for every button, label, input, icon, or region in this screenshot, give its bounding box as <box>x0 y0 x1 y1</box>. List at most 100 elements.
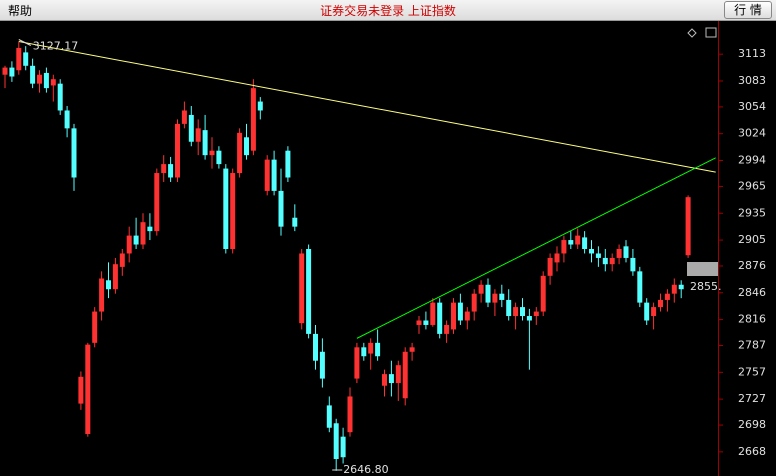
candle-body <box>664 293 670 300</box>
candle-body <box>257 101 263 111</box>
candle-body <box>278 190 284 227</box>
candle-body <box>147 226 153 232</box>
candle-body <box>92 311 98 343</box>
y-tick-label: 2698 <box>738 418 766 431</box>
candle-body <box>395 365 401 384</box>
candle-body <box>299 253 305 324</box>
candle-body <box>499 293 505 300</box>
title-bar: 帮助 证券交易未登录 上证指数 行 情 <box>0 0 776 21</box>
candle-body <box>319 351 325 379</box>
candle-body <box>513 307 519 317</box>
candle-body <box>589 249 594 254</box>
candle-body <box>409 347 415 352</box>
candle-body <box>126 235 132 254</box>
help-menu[interactable]: 帮助 <box>8 4 33 18</box>
candle-body <box>526 316 532 321</box>
candle-body <box>644 302 650 321</box>
y-tick-label: 2668 <box>738 445 766 458</box>
candle-body <box>457 302 463 321</box>
candle-body <box>306 249 312 334</box>
candle-body <box>616 249 622 258</box>
candle-body <box>347 396 353 433</box>
cursor-price-box <box>687 262 718 276</box>
candle-body <box>685 197 691 256</box>
candle-body <box>78 376 84 404</box>
candle-body <box>451 302 456 330</box>
candle-body <box>285 150 291 178</box>
candle-body <box>106 280 111 290</box>
candle-body <box>50 79 56 86</box>
candle-body <box>595 253 601 258</box>
candle-body <box>71 128 77 178</box>
candle-body <box>354 347 360 379</box>
candle-body <box>161 164 167 174</box>
candle-body <box>223 168 229 249</box>
window-icon[interactable] <box>705 27 717 38</box>
candle-body <box>181 110 187 124</box>
trend-line <box>18 41 716 173</box>
candle-body <box>112 264 118 290</box>
candle-body <box>485 284 491 303</box>
plot-background <box>0 21 776 476</box>
candle-body <box>568 240 574 245</box>
candle-body <box>444 324 450 334</box>
candle-body <box>630 257 636 272</box>
candle-body <box>478 284 484 294</box>
candle-body <box>133 235 139 245</box>
y-tick-label: 2846 <box>738 286 766 299</box>
candle-body <box>416 320 422 325</box>
candle-body <box>57 83 63 111</box>
candle-body <box>119 253 125 267</box>
candle-body <box>623 246 629 258</box>
y-tick-label: 2905 <box>738 233 766 246</box>
diamond-icon[interactable] <box>687 28 697 38</box>
candle-body <box>16 47 22 71</box>
last-price-label: 2855. <box>690 280 722 293</box>
y-tick-label: 2965 <box>738 179 766 192</box>
candle-body <box>375 342 381 357</box>
high-arrow <box>18 39 32 46</box>
candle-body <box>23 52 29 66</box>
candle-body <box>43 72 49 89</box>
y-tick-label: 2787 <box>738 339 766 352</box>
trend-line <box>356 157 716 339</box>
candle-body <box>140 222 146 245</box>
candle-body <box>651 307 657 317</box>
candle-body <box>340 436 346 458</box>
candle-body <box>464 311 470 321</box>
quote-button[interactable]: 行 情 <box>724 1 772 19</box>
candle-body <box>230 173 236 249</box>
candle-body <box>250 88 256 151</box>
candle-body <box>195 128 201 142</box>
y-tick-label: 2935 <box>738 206 766 219</box>
candle-body <box>326 405 332 428</box>
candle-body <box>188 114 194 142</box>
candle-body <box>209 150 215 156</box>
y-tick-label: 2727 <box>738 392 766 405</box>
candle-body <box>313 333 318 361</box>
y-tick-label: 2876 <box>738 259 766 272</box>
candle-body <box>678 284 684 290</box>
candle-body <box>533 311 539 317</box>
candle-body <box>658 299 663 308</box>
y-tick-label: 3113 <box>738 47 766 60</box>
candle-body <box>237 132 243 174</box>
candle-body <box>2 67 8 75</box>
high-label: 3127.17 <box>33 40 79 53</box>
candle-body <box>492 293 498 303</box>
candle-body <box>37 74 42 84</box>
candle-body <box>540 275 546 312</box>
candle-body <box>382 374 387 386</box>
candle-body <box>602 257 608 265</box>
candle-body <box>333 423 339 460</box>
candle-body <box>154 173 160 232</box>
candle-body <box>216 150 222 165</box>
candle-body <box>671 284 677 294</box>
candle-body <box>430 302 436 325</box>
candle-body <box>437 302 443 334</box>
candle-body <box>64 110 70 129</box>
candle-body <box>561 240 567 254</box>
y-tick-label: 2994 <box>738 154 766 167</box>
